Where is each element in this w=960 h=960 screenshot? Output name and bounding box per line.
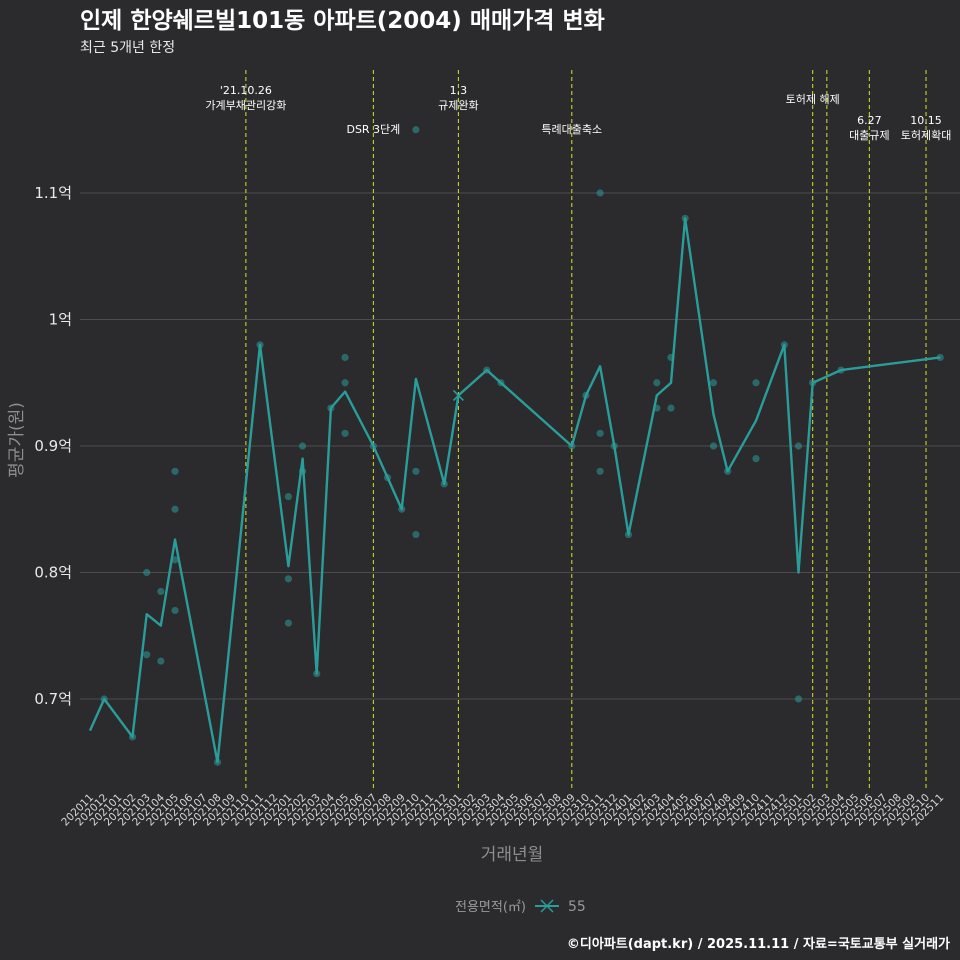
- y-tick-label: 0.7억: [34, 690, 72, 708]
- legend: 전용면적(㎡) 55: [455, 899, 586, 915]
- data-point: [709, 379, 718, 387]
- legend-key: [535, 899, 559, 913]
- x-axis-title: 거래년월: [481, 845, 544, 865]
- data-point: [667, 404, 675, 412]
- event-label: 6.27: [857, 114, 882, 127]
- event-label: 토허제 해제: [786, 92, 840, 106]
- event-label: DSR 3단계: [346, 123, 400, 136]
- data-point: [171, 606, 179, 615]
- y-axis: 0.7억 0.8억 0.9억 1억 1.1억: [34, 184, 72, 708]
- grid: [80, 192, 960, 700]
- chart-subtitle: 최근 5개년 한정: [80, 40, 175, 56]
- y-tick-label: 1억: [49, 311, 72, 329]
- data-point: [157, 587, 165, 596]
- data-point: [143, 651, 151, 659]
- event-label: 토허제확대: [901, 129, 952, 142]
- event-label: 특례대출축소: [541, 123, 602, 136]
- data-point: [709, 442, 718, 450]
- data-point: [412, 530, 420, 539]
- event-label: 가계부채관리강화: [205, 99, 286, 112]
- event-label: 1.3: [450, 84, 468, 97]
- event-label: 10.15: [910, 114, 942, 127]
- y-axis-title: 평균가(원): [7, 402, 27, 478]
- data-point: [157, 657, 165, 665]
- data-point: [298, 442, 307, 450]
- data-point: [171, 505, 179, 513]
- data-point: [284, 493, 292, 501]
- data-point: [412, 467, 420, 475]
- event-label: '21.10.26: [220, 84, 272, 97]
- data-point: [596, 467, 604, 475]
- chart-title: 인제 한양쉐르빌101동 아파트(2004) 매매가격 변화: [80, 8, 605, 34]
- data-point: [752, 455, 760, 463]
- legend-title: 전용면적(㎡): [455, 900, 526, 915]
- y-tick-label: 0.9억: [34, 437, 72, 455]
- legend-key-cross: [540, 899, 554, 913]
- legend-entry-label: 55: [568, 899, 586, 915]
- data-point: [653, 379, 661, 387]
- data-point: [596, 189, 604, 197]
- data-point: [341, 429, 349, 437]
- data-point: [143, 568, 151, 577]
- data-point: [794, 442, 803, 450]
- data-point: [412, 126, 420, 134]
- data-point: [794, 695, 803, 703]
- data-point: [341, 353, 349, 362]
- data-point: [284, 575, 292, 583]
- data-point: [752, 379, 760, 387]
- caption: ©디아파트(dapt.kr) / 2025.11.11 / 자료=국토교통부 실…: [567, 936, 950, 952]
- y-tick-label: 1.1억: [34, 184, 72, 202]
- data-point: [171, 556, 179, 564]
- data-point: [341, 379, 349, 387]
- y-tick-label: 0.8억: [34, 564, 72, 582]
- cross-marker: [452, 389, 464, 401]
- series: [88, 126, 944, 766]
- data-point: [596, 429, 604, 437]
- data-point: [284, 619, 292, 627]
- x-axis: 2020112020122021012021022021032021042021…: [59, 791, 946, 828]
- event-label: 규제완화: [438, 99, 478, 112]
- event-label: 대출규제: [849, 129, 889, 142]
- data-point: [171, 467, 179, 475]
